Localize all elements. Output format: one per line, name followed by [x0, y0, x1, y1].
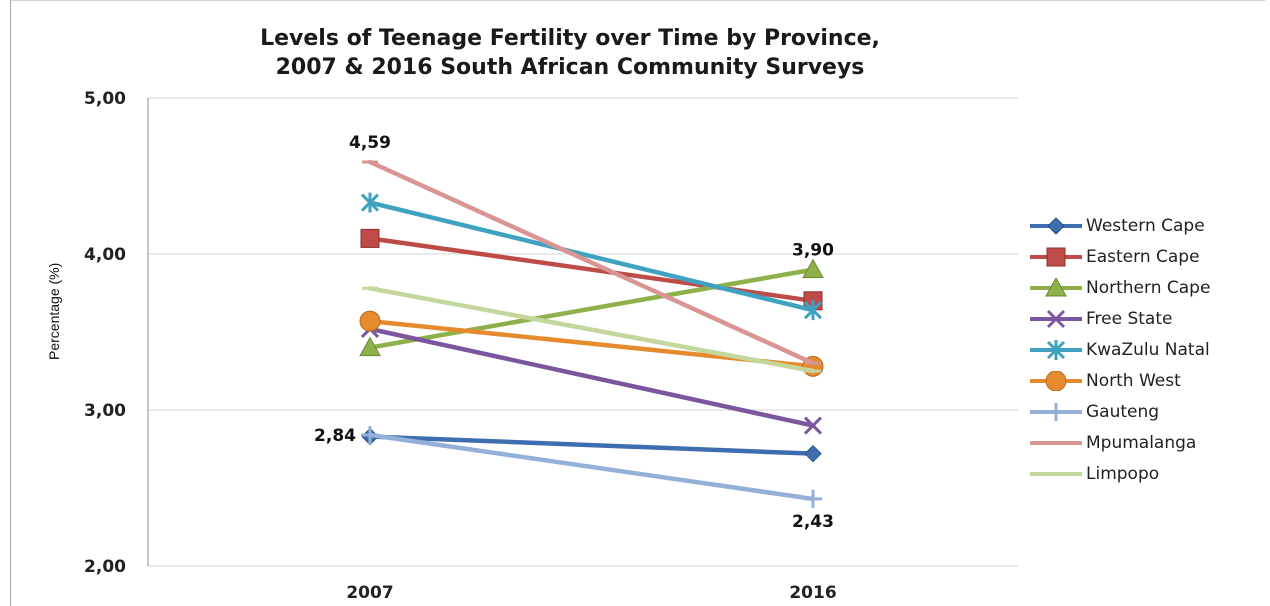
- chart-frame: [10, 0, 1265, 606]
- series-gauteng: [361, 425, 822, 508]
- series-line: [367, 434, 816, 456]
- legend-label: Western Cape: [1086, 215, 1205, 236]
- legend-label: Gauteng: [1086, 401, 1160, 422]
- legend-label: Mpumalanga: [1086, 432, 1197, 453]
- legend-item: Western Cape: [1028, 210, 1210, 241]
- chart-legend: Western Cape Eastern Cape Northern Cape Fre…: [1028, 210, 1210, 489]
- series-mpumalanga: [362, 159, 821, 366]
- legend-label: Limpopo: [1086, 463, 1160, 484]
- legend-label: Eastern Cape: [1086, 246, 1200, 267]
- legend-swatch: [1030, 339, 1082, 360]
- series-northern-cape: [359, 258, 824, 357]
- legend-swatch: [1030, 216, 1082, 235]
- data-point: [804, 444, 822, 463]
- chart-title: Levels of Teenage Fertility over Time by…: [190, 24, 950, 82]
- legend-label: Northern Cape: [1086, 277, 1211, 298]
- line-chart: 2,00 3,00 4,00 5,00 2007 2016 4,59 3,90 2,84 2,43: [84, 89, 1018, 603]
- data-label: 2,43: [792, 512, 834, 532]
- series-line: [367, 200, 816, 313]
- series-limpopo: [362, 286, 821, 374]
- legend-item: Gauteng: [1028, 396, 1210, 427]
- series-kwazulu-natal: [360, 192, 823, 321]
- series-line: [367, 267, 816, 350]
- x-tick-label: 2016: [789, 583, 836, 603]
- legend-swatch: [1030, 247, 1082, 266]
- legend-swatch: [1030, 277, 1082, 296]
- data-point: [803, 300, 823, 321]
- series-line: [367, 236, 816, 304]
- legend-swatch: [1030, 309, 1082, 328]
- legend-item: North West: [1028, 365, 1210, 396]
- data-point: [803, 416, 823, 435]
- legend-item: KwaZulu Natal: [1028, 334, 1210, 365]
- data-point: [1046, 309, 1066, 328]
- legend-item: Northern Cape: [1028, 272, 1210, 303]
- data-point: [1045, 370, 1067, 391]
- data-point: [359, 310, 381, 332]
- legend-item: Free State: [1028, 303, 1210, 334]
- series-line: [367, 432, 816, 502]
- data-point: [802, 258, 824, 279]
- data-point: [1047, 402, 1065, 421]
- y-tick-label: 4,00: [84, 245, 126, 265]
- legend-item: Eastern Cape: [1028, 241, 1210, 272]
- y-tick-label: 3,00: [84, 401, 126, 421]
- data-label: 3,90: [792, 241, 834, 261]
- legend-label: KwaZulu Natal: [1086, 339, 1210, 360]
- legend-swatch: [1030, 402, 1082, 421]
- legend-swatch: [1030, 370, 1082, 391]
- legend-label: Free State: [1086, 308, 1173, 329]
- y-tick-label: 5,00: [84, 89, 126, 109]
- series-line: [367, 286, 816, 374]
- legend-item: Mpumalanga: [1028, 427, 1210, 458]
- y-tick-label: 2,00: [84, 557, 126, 577]
- data-point: [360, 228, 380, 248]
- legend-label: North West: [1086, 370, 1181, 391]
- data-point: [1045, 277, 1067, 296]
- legend-swatch: [1030, 440, 1082, 445]
- data-point: [1046, 247, 1066, 266]
- x-tick-label: 2007: [346, 583, 393, 603]
- data-point: [804, 489, 822, 508]
- legend-item: Limpopo: [1028, 458, 1210, 489]
- legend-swatch: [1030, 471, 1082, 476]
- series-line: [367, 159, 816, 366]
- chart-title-line2: 2007 & 2016 South African Community Surv…: [275, 55, 865, 80]
- data-point: [361, 425, 379, 444]
- data-point: [360, 192, 380, 213]
- data-point: [1047, 216, 1065, 235]
- data-point: [359, 336, 381, 357]
- chart-title-line1: Levels of Teenage Fertility over Time by…: [260, 26, 880, 51]
- series-line: [367, 326, 816, 428]
- data-point: [1046, 339, 1066, 360]
- data-label: 4,59: [349, 133, 391, 153]
- data-label: 2,84: [314, 426, 356, 446]
